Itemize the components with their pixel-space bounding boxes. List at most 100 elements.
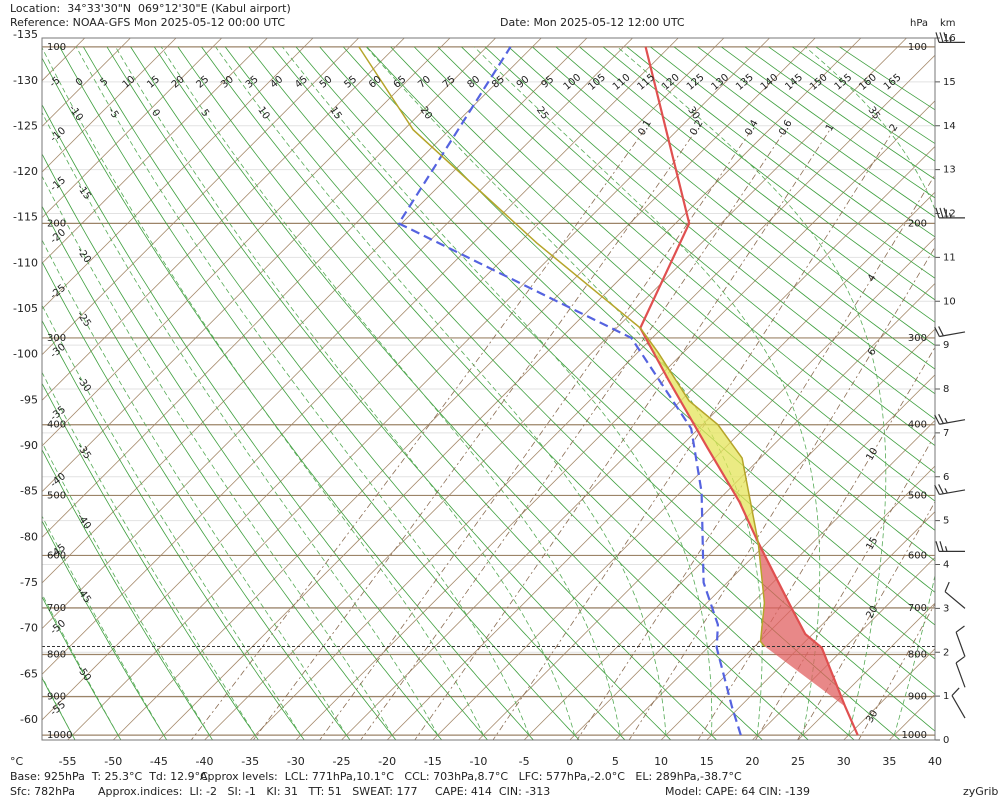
dry-adiabat [42, 153, 443, 740]
x-tick-label: 35 [882, 755, 896, 768]
moist-adiabat [160, 46, 621, 736]
pressure-label-right: 1000 [902, 730, 927, 741]
moist-adiabat-label: 0 [149, 108, 162, 120]
x-tick-label: -25 [333, 755, 351, 768]
isotherm [112, 38, 816, 740]
wind-barb [955, 656, 966, 688]
wind-barb [955, 625, 966, 657]
dry-adiabat [532, 46, 935, 370]
isotherm-label: -95 [20, 393, 38, 406]
dry-adiabat [83, 46, 626, 740]
isotherm [249, 54, 935, 740]
dry-adiabat [366, 46, 935, 562]
mixing-ratio-line [252, 129, 697, 740]
isotherm [42, 38, 359, 356]
x-tick-label: 5 [612, 755, 619, 768]
km-tick-label: 5 [943, 516, 949, 527]
dry-adiabat [42, 57, 534, 740]
wind-barb [935, 207, 965, 219]
x-tick-label: 30 [837, 755, 851, 768]
isotherm [42, 38, 679, 675]
mixing-ratio-line [414, 129, 831, 740]
mixing-ratio-label: 6 [866, 347, 879, 358]
km-tick-label: 1 [943, 691, 949, 702]
pressure-label-right: 300 [908, 333, 927, 344]
isotherm-label: -60 [20, 713, 38, 726]
dry-adiabat [484, 46, 935, 420]
isotherm [615, 419, 935, 740]
moist-adiabat [282, 46, 713, 736]
moist-adiabat-label: -45 [74, 586, 92, 606]
isotherm [797, 602, 935, 740]
mixing-ratio-label: 1 [824, 122, 837, 133]
dry-adiabat [555, 46, 935, 346]
isotherm [42, 38, 451, 447]
pressure-label-right: 900 [908, 692, 927, 703]
dry-adiabat-label: 10 [121, 74, 138, 91]
dry-adiabat [390, 46, 935, 531]
km-tick-label: 10 [943, 296, 956, 307]
dry-adiabat [413, 46, 935, 502]
km-tick-label: 13 [943, 165, 956, 176]
dry-adiabat-label: 30 [219, 74, 236, 91]
dry-adiabat [42, 595, 122, 740]
x-tick-label: -10 [469, 755, 487, 768]
dry-adiabat [343, 46, 935, 593]
dry-adiabat-label: 140 [759, 72, 781, 93]
km-tick-label: 8 [943, 384, 949, 395]
km-tick-label: 4 [943, 560, 949, 571]
dry-adiabat-label: -30 [49, 342, 69, 361]
isotherm [42, 38, 542, 538]
pressure-label-left: 300 [47, 333, 66, 344]
dry-adiabat-label: -5 [48, 75, 63, 90]
dry-adiabat [295, 46, 935, 660]
moist-adiabat [115, 46, 575, 736]
moist-adiabat [42, 441, 210, 736]
x-tick-label: -45 [150, 755, 168, 768]
profile-line [358, 46, 766, 647]
dry-adiabat [461, 46, 935, 447]
pressure-label-right: 200 [908, 218, 927, 229]
moist-adiabat-label: -10 [66, 103, 84, 123]
pressure-label-left: 700 [47, 603, 66, 614]
moist-adiabat-label: -15 [74, 182, 92, 202]
moist-adiabat [42, 46, 484, 736]
dry-adiabat [815, 46, 935, 127]
km-tick-label: 11 [943, 252, 956, 263]
mixing-ratio-label: 0.1 [636, 118, 653, 137]
km-tick-label: 2 [943, 647, 949, 658]
moist-adiabat [42, 593, 119, 736]
dry-adiabat-label: 145 [783, 72, 805, 93]
plot-frame [41, 37, 936, 741]
isotherm [42, 38, 177, 173]
wind-barb [934, 326, 966, 338]
isotherm-label: -115 [13, 211, 38, 224]
cin-area [758, 542, 846, 707]
dry-adiabat-label: 60 [367, 74, 384, 91]
pressure-label-right: 700 [908, 603, 927, 614]
mixing-ratio-label: 4 [866, 273, 879, 284]
pressure-label-right: 400 [908, 420, 927, 431]
wind-barb [935, 32, 965, 43]
x-tick-label: 40 [928, 755, 942, 768]
dry-adiabat-label: 15 [145, 74, 162, 91]
footer-levels: Approx levels: LCL: 771hPa,10.1°C CCL: 7… [200, 770, 742, 783]
dry-adiabat-label: 0 [74, 76, 86, 89]
x-tick-label: -50 [104, 755, 122, 768]
moist-adiabat-label: -30 [74, 375, 92, 395]
dry-adiabat [201, 46, 855, 740]
dry-adiabat-label: 115 [636, 72, 658, 93]
isotherm [42, 38, 222, 219]
dry-adiabat [42, 448, 214, 740]
isotherm [523, 328, 935, 740]
moist-adiabat [42, 175, 393, 736]
moist-adiabat [42, 304, 302, 736]
dry-adiabat-label: 150 [808, 72, 830, 93]
isotherm-label: -105 [13, 302, 38, 315]
isotherm-label: -65 [20, 667, 38, 680]
isotherm [569, 374, 935, 740]
isotherm-label: -125 [13, 119, 38, 132]
dry-adiabat-label: 135 [734, 72, 756, 93]
dry-adiabat [721, 46, 935, 199]
plot-area [42, 38, 935, 740]
